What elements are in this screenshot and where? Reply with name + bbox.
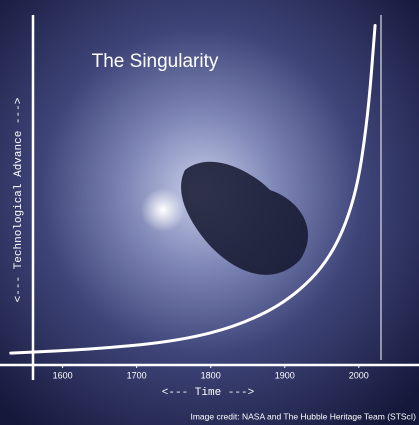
x-tick-label: 1800 xyxy=(201,370,221,380)
star-glow xyxy=(141,188,185,232)
x-axis-label: <--- Time ---> xyxy=(162,387,254,399)
x-tick-label: 1600 xyxy=(53,370,73,380)
curve xyxy=(9,24,377,355)
x-tick-label: 1900 xyxy=(275,370,295,380)
chart-title: The Singularity xyxy=(92,51,219,72)
dark-nebula xyxy=(181,161,309,275)
x-tick-label: 2000 xyxy=(349,370,369,380)
y-axis-label: <--- Technological Advance ---> xyxy=(13,98,25,303)
x-tick-label: 1700 xyxy=(127,370,147,380)
image-credit: Image credit: NASA and The Hubble Herita… xyxy=(190,411,416,421)
